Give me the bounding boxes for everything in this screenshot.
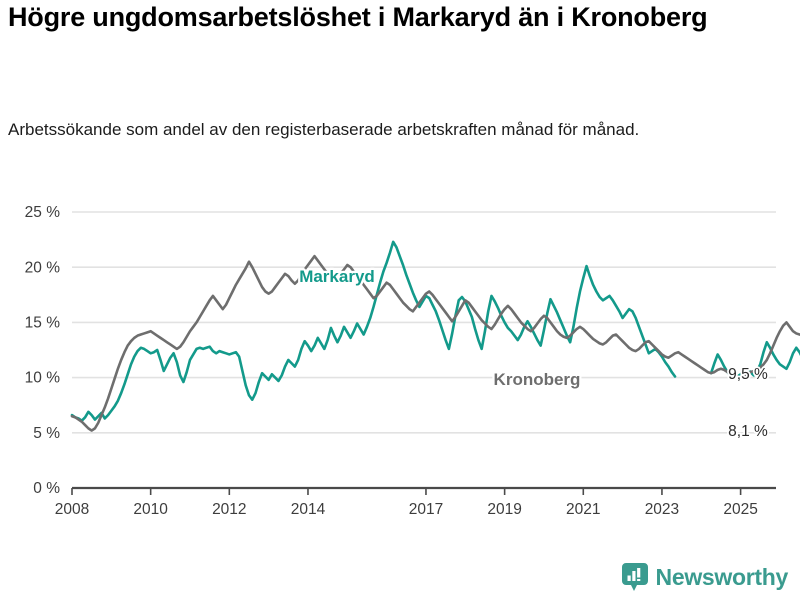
series-value-labels: 9,5 % 8,1 % — [726, 364, 769, 442]
y-axis-tick-label: 15 % — [25, 314, 61, 331]
series-label-kronoberg: Kronoberg — [494, 370, 581, 389]
x-axis-tick-label: 2017 — [409, 501, 443, 518]
line-chart: 0 %5 %10 %15 %20 %25 % 2008 2010 2012 2014 2… — [25, 204, 800, 518]
x-axis-tick-label: 2019 — [487, 501, 521, 518]
end-value-label-markaryd: 9,5 % — [728, 366, 768, 383]
page-title: Högre ungdomsarbetslöshet i Markaryd än … — [8, 2, 708, 32]
x-axis-tick-label: 2014 — [291, 501, 326, 518]
newsworthy-wordmark: Newsworthy — [655, 564, 789, 590]
series-lines-group — [70, 240, 800, 432]
series-line-kronoberg — [70, 254, 800, 432]
x-axis-tick-label: 2010 — [133, 501, 168, 518]
chart-container: 0 % 5 % 10 % 15 % 20 % 25 % 2008 2010 2012 2014 2… — [0, 196, 800, 536]
series-label-markaryd: Markaryd — [299, 267, 375, 286]
series-line-markaryd — [70, 240, 800, 422]
x-axis-tick-label: 2012 — [212, 501, 246, 518]
x-axis-tick-label: 2008 — [55, 501, 89, 518]
y-axis-tick-label: 0 % — [33, 480, 60, 497]
gridlines-group — [72, 211, 776, 490]
x-axis-tick-marks — [71, 488, 742, 495]
y-axis-tick-label: 5 % — [33, 425, 60, 442]
chart-subtitle: Arbetssökande som andel av den registerb… — [8, 120, 640, 139]
y-axis-tick-label: 25 % — [25, 204, 61, 221]
series-inline-labels: Markaryd Kronoberg — [297, 265, 583, 392]
x-axis-tick-labels: 2008 2010 2012 2014 2017 2019 2021 2023 2025 — [55, 501, 758, 518]
y-axis-tick-labels: 0 % 5 % 10 % 15 % 20 % 25 % — [25, 204, 61, 497]
x-axis-tick-label: 2025 — [723, 501, 757, 518]
y-axis-tick-label: 20 % — [25, 259, 61, 276]
end-value-label-kronoberg: 8,1 % — [728, 423, 768, 440]
footer-logo[interactable]: Newsworthy — [621, 563, 789, 592]
x-axis-tick-label: 2023 — [645, 501, 679, 518]
y-axis-tick-label: 10 % — [25, 370, 61, 387]
x-axis-tick-label: 2021 — [566, 501, 600, 518]
bar-chart-speech-bubble-icon — [621, 563, 648, 592]
